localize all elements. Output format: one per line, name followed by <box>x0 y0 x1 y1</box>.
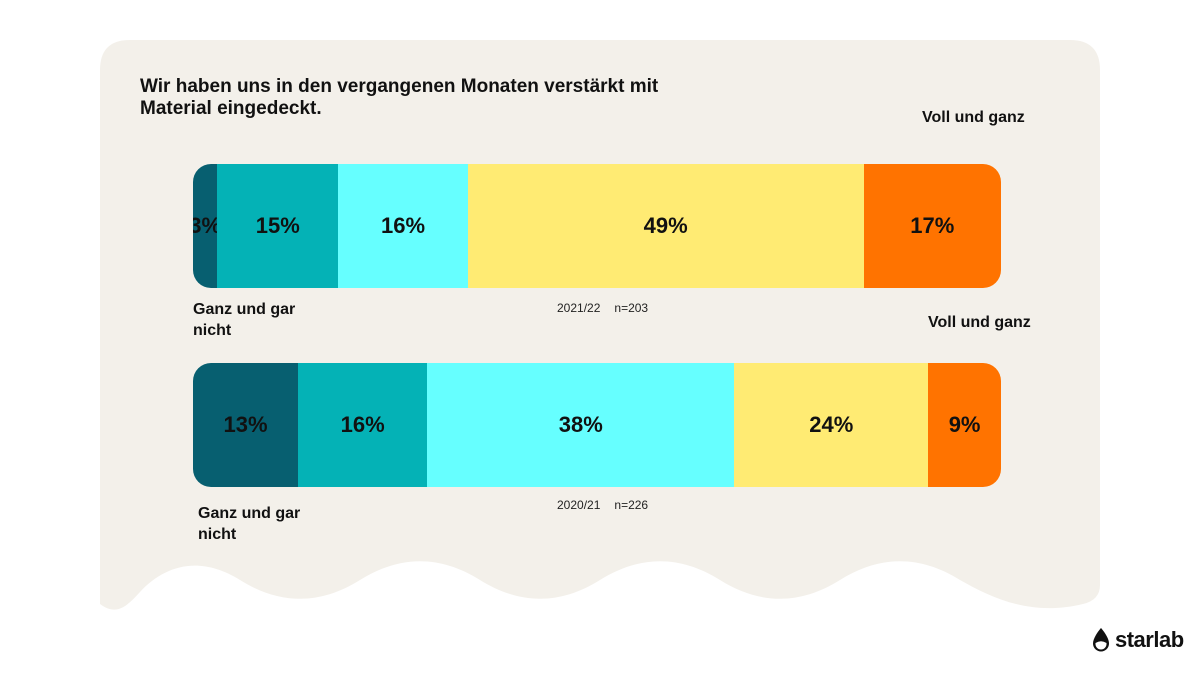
high-label-2: Voll und ganz <box>928 314 1031 331</box>
bar1-seg-4: 49% <box>467 164 864 288</box>
bar2-seg-4: 24% <box>734 363 929 487</box>
bar2-seg-5: 9% <box>928 363 1001 487</box>
low-label-2: Ganz und gar nicht <box>198 505 301 543</box>
sample-info-1: 2021/22 n=203 <box>557 301 648 315</box>
stacked-bar-2020: 13% 16% 38% 24% 9% <box>193 363 1001 487</box>
chart-title: Wir haben uns in den vergangenen Monaten… <box>140 76 659 119</box>
brand-name: starlab <box>1115 627 1184 652</box>
bar1-seg-1: 3% <box>193 164 221 288</box>
low-label-1: Ganz und gar nicht <box>193 301 296 339</box>
sample-info-2: 2020/21 n=226 <box>557 498 648 512</box>
stacked-bar-2021: 3% 15% 16% 49% 17% <box>193 164 1001 288</box>
starlab-logo: starlab <box>1091 627 1184 653</box>
period-label-2: 2020/21 <box>557 498 601 512</box>
sample-size-1: n=203 <box>614 301 649 315</box>
drop-icon <box>1093 628 1109 652</box>
period-label-1: 2021/22 <box>557 301 601 315</box>
bar2-seg-3: 38% <box>427 363 735 487</box>
bar2-seg-2: 16% <box>298 363 428 487</box>
bar2-seg-1: 13% <box>193 363 299 487</box>
sample-size-2: n=226 <box>614 498 649 512</box>
bar1-seg-2: 15% <box>217 164 339 288</box>
high-label-1: Voll und ganz <box>922 109 1025 126</box>
bar1-seg-3: 16% <box>338 164 468 288</box>
bar1-seg-5: 17% <box>863 164 1001 288</box>
